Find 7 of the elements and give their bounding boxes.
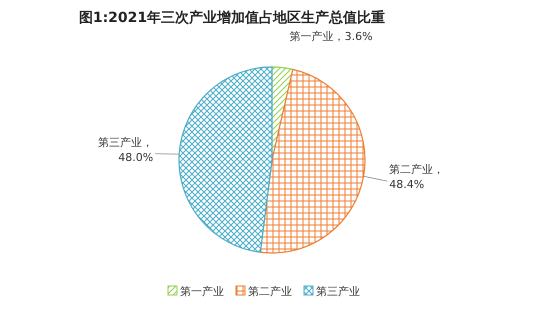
legend-label: 第二产业	[248, 285, 292, 298]
data-label: 第一产业，3.6%	[290, 30, 373, 43]
chart-title: 图1:2021年三次产业增加值占地区生产总值比重	[78, 9, 386, 26]
data-label: 第二产业， 48.4%	[389, 163, 444, 192]
data-label: 第三产业， 48.0%	[98, 136, 154, 164]
legend-label: 第一产业	[180, 285, 224, 298]
legend-label: 第三产业	[316, 285, 360, 298]
